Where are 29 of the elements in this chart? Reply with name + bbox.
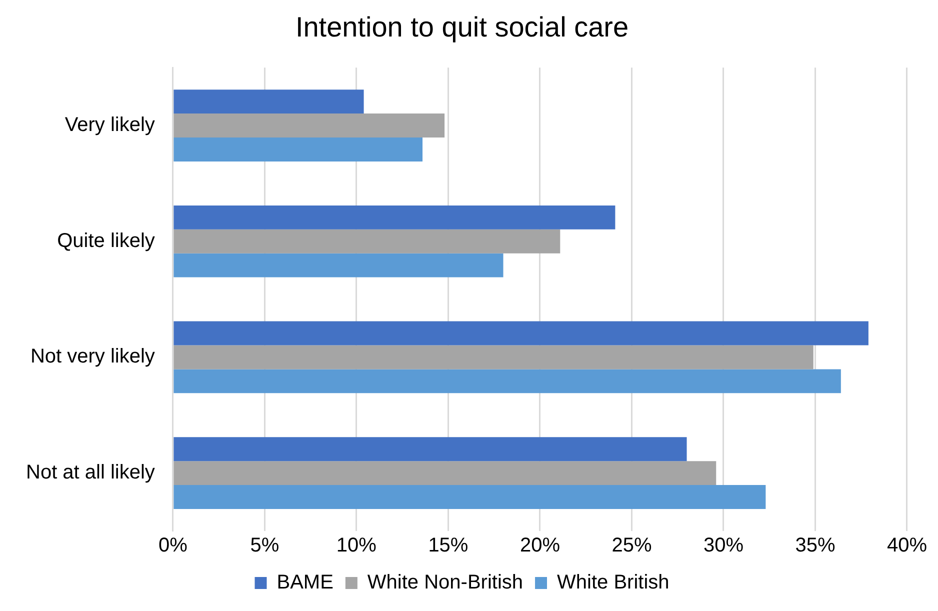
bar [174, 321, 868, 346]
bar [174, 461, 716, 486]
bar [174, 205, 616, 230]
x-tick-label: 20% [520, 534, 560, 557]
bar [174, 253, 504, 278]
bar [174, 90, 364, 114]
bar [174, 114, 445, 138]
x-tick-label: 15% [428, 534, 468, 557]
bar [174, 437, 687, 462]
legend-label: BAME [276, 572, 334, 594]
x-tick-label: 30% [703, 534, 744, 557]
y-tick-label: Very likely [64, 114, 155, 136]
x-tick-label: 40% [886, 534, 928, 557]
legend-label: White Non-British [367, 572, 524, 594]
x-tick-label: 35% [795, 534, 836, 557]
y-tick-label: Not very likely [30, 346, 155, 368]
bar [174, 485, 766, 509]
x-tick-label: 10% [336, 534, 377, 557]
x-tick-label: 0% [158, 534, 188, 557]
chart-title: Intention to quit social care [295, 12, 629, 43]
x-tick-label: 5% [250, 534, 280, 557]
bar [174, 137, 423, 162]
bar [174, 345, 814, 370]
legend-label: White British [557, 572, 670, 594]
bar [174, 369, 841, 394]
y-tick-label: Quite likely [57, 230, 155, 252]
y-tick-label: Not at all likely [26, 462, 155, 484]
x-tick-label: 25% [612, 534, 652, 557]
bar [174, 229, 560, 254]
